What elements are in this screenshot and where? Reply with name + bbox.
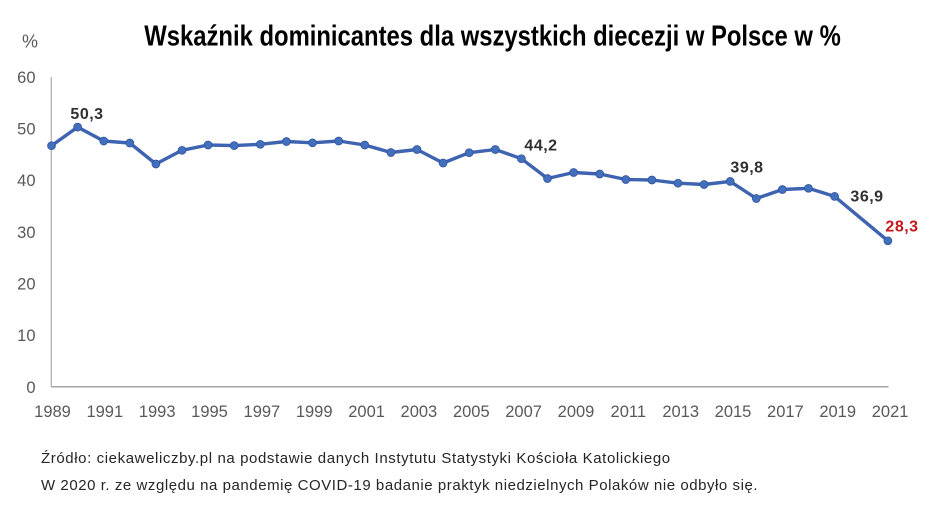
svg-text:50: 50 [17,121,35,139]
svg-text:2017: 2017 [767,403,804,421]
svg-text:%: % [22,32,38,52]
svg-text:2007: 2007 [505,403,542,421]
svg-text:1999: 1999 [296,403,333,421]
svg-text:1995: 1995 [191,403,228,421]
svg-text:2021: 2021 [872,403,909,421]
svg-text:1997: 1997 [244,403,281,421]
svg-text:44,2: 44,2 [524,138,557,155]
svg-text:60: 60 [17,69,35,87]
svg-text:30: 30 [17,224,35,242]
svg-text:40: 40 [17,172,35,190]
svg-text:10: 10 [17,327,35,345]
svg-text:39,8: 39,8 [730,160,763,177]
svg-text:1989: 1989 [34,403,71,421]
svg-text:2003: 2003 [401,403,438,421]
svg-text:Wskaźnik dominicantes dla wszy: Wskaźnik dominicantes dla wszystkich die… [144,19,840,52]
svg-text:W 2020 r. ze względu na pandem: W 2020 r. ze względu na pandemię COVID-1… [41,477,758,494]
svg-text:0: 0 [26,379,35,397]
svg-text:20: 20 [17,276,35,294]
svg-text:2005: 2005 [453,403,490,421]
svg-text:Źródło: ciekaweliczby.pl na po: Źródło: ciekaweliczby.pl na podstawie da… [41,450,671,467]
svg-text:28,3: 28,3 [885,219,918,236]
svg-text:36,9: 36,9 [850,189,883,206]
svg-text:2019: 2019 [819,403,856,421]
svg-text:2009: 2009 [558,403,595,421]
svg-text:2015: 2015 [715,403,752,421]
svg-text:50,3: 50,3 [70,106,103,123]
svg-text:1993: 1993 [139,403,176,421]
svg-text:2011: 2011 [611,403,646,421]
svg-text:2001: 2001 [348,403,385,421]
svg-text:2013: 2013 [662,403,699,421]
svg-text:1991: 1991 [86,403,123,421]
